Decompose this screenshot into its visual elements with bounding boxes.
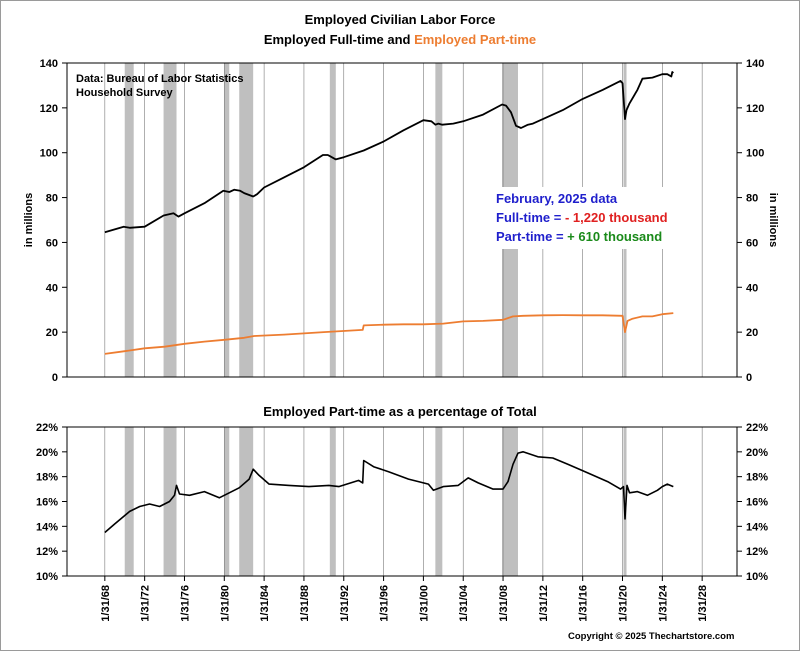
x-tick-label: 1/31/72 (140, 585, 152, 622)
recession-band-lower (224, 427, 230, 576)
series-line-part-time (104, 312, 674, 355)
series-line-part-time-share (104, 451, 674, 534)
annotation-date: February, 2025 data (496, 191, 618, 206)
recession-band-lower (124, 427, 134, 576)
x-tick-label: 1/31/04 (458, 584, 470, 622)
y-tick-label-right: 120 (746, 103, 764, 115)
y-tick-label-right: 18% (746, 472, 768, 484)
y-tick-label-right: 14% (746, 521, 768, 533)
x-tick-label: 1/31/16 (578, 585, 590, 622)
recession-band-upper (435, 63, 443, 377)
recession-band-lower (502, 427, 518, 576)
y-axis-label-right: in millions (767, 193, 779, 247)
y-tick-label-right: 80 (746, 193, 758, 205)
y-tick-label-left: 16% (36, 497, 58, 509)
subtitle-parttime: Employed Part-time (414, 32, 536, 47)
y-tick-label-left: 18% (36, 472, 58, 484)
y-tick-label-right: 140 (746, 58, 764, 70)
y-tick-label-left: 120 (40, 103, 58, 115)
recession-band-lower (239, 427, 254, 576)
lower-y-ticks: 10% 10% 12% 12% 14% 14% 16% 16% 18% 18% 20% 20% 22% 2… (36, 422, 768, 583)
y-tick-label-left: 0 (52, 372, 58, 384)
copyright: Copyright © 2025 Thechartstore.com (568, 631, 734, 642)
y-tick-label-left: 22% (36, 422, 58, 434)
y-tick-label-left: 40 (46, 282, 58, 294)
chart-title: Employed Civilian Labor Force (305, 12, 496, 27)
upper-y-ticks: 0 0 20 20 40 40 60 60 80 80 100 100 120 120 140 140 (40, 58, 765, 384)
y-tick-label-left: 140 (40, 58, 58, 70)
x-tick-label: 1/31/08 (498, 585, 510, 622)
y-tick-label-right: 100 (746, 148, 764, 160)
y-tick-label-right: 20 (746, 327, 758, 339)
x-tick-label: 1/31/24 (657, 584, 669, 622)
x-tick-label: 1/31/12 (538, 585, 550, 622)
y-tick-label-left: 20 (46, 327, 58, 339)
y-tick-label-right: 20% (746, 447, 768, 459)
annotation-parttime-value: + 610 thousand (567, 229, 662, 244)
recession-band-lower (623, 427, 627, 576)
y-tick-label-left: 12% (36, 546, 58, 558)
lower-chart-title: Employed Part-time as a percentage of To… (263, 404, 537, 419)
y-tick-label-left: 60 (46, 237, 58, 249)
x-axis-ticks: 1/31/68 1/31/72 1/31/76 1/31/80 1/31/84 1/31/… (100, 576, 709, 622)
subtitle-fulltime: Employed Full-time and (264, 32, 414, 47)
y-tick-label-right: 16% (746, 497, 768, 509)
y-tick-label-right: 22% (746, 422, 768, 434)
y-tick-label-right: 10% (746, 571, 768, 583)
y-tick-label-right: 0 (746, 372, 752, 384)
lower-series (104, 451, 674, 534)
y-tick-label-left: 14% (36, 521, 58, 533)
lower-recession-bands (104, 427, 703, 576)
x-tick-label: 1/31/88 (299, 585, 311, 622)
series-line-full-time (104, 71, 674, 234)
x-tick-label: 1/31/92 (339, 585, 351, 622)
source-line-2: Household Survey (76, 87, 173, 99)
y-tick-label-right: 60 (746, 237, 758, 249)
x-tick-label: 1/31/76 (179, 585, 191, 622)
y-tick-label-left: 10% (36, 571, 58, 583)
recession-band-upper (239, 63, 254, 377)
annotation-parttime: Part-time = + 610 thousand (496, 229, 662, 244)
x-tick-label: 1/31/28 (697, 585, 709, 622)
source-line-1: Data: Bureau of Labor Statistics (76, 73, 243, 85)
y-tick-label-right: 12% (746, 546, 768, 558)
recession-band-upper (329, 63, 336, 377)
upper-series (104, 71, 674, 355)
y-axis-label-left: in millions (23, 193, 35, 247)
lower-panel: 10% 10% 12% 12% 14% 14% 16% 16% 18% 18% 20% 20% 22% 2… (36, 422, 768, 622)
recession-band-upper (124, 63, 134, 377)
upper-panel: 0 0 20 20 40 40 60 60 80 80 100 100 120 120 140 140 Dat… (23, 58, 779, 384)
y-tick-label-left: 80 (46, 193, 58, 205)
recession-band-upper (163, 63, 177, 377)
recession-band-lower (329, 427, 336, 576)
annotation-box (490, 187, 695, 249)
x-tick-label: 1/31/96 (379, 585, 391, 622)
x-tick-label: 1/31/68 (100, 585, 112, 622)
annotation-fulltime: Full-time = - 1,220 thousand (496, 210, 668, 225)
annotation-fulltime-value: - 1,220 thousand (565, 210, 668, 225)
recession-band-lower (435, 427, 443, 576)
x-tick-label: 1/31/84 (259, 584, 271, 622)
x-tick-label: 1/31/80 (219, 585, 231, 622)
recession-band-upper (224, 63, 230, 377)
chart-subtitle: Employed Full-time and Employed Part-tim… (264, 32, 536, 47)
x-tick-label: 1/31/20 (618, 585, 630, 622)
y-tick-label-left: 100 (40, 148, 58, 160)
y-tick-label-right: 40 (746, 282, 758, 294)
x-tick-label: 1/31/00 (418, 585, 430, 622)
y-tick-label-left: 20% (36, 447, 58, 459)
upper-plot-border (66, 62, 738, 378)
